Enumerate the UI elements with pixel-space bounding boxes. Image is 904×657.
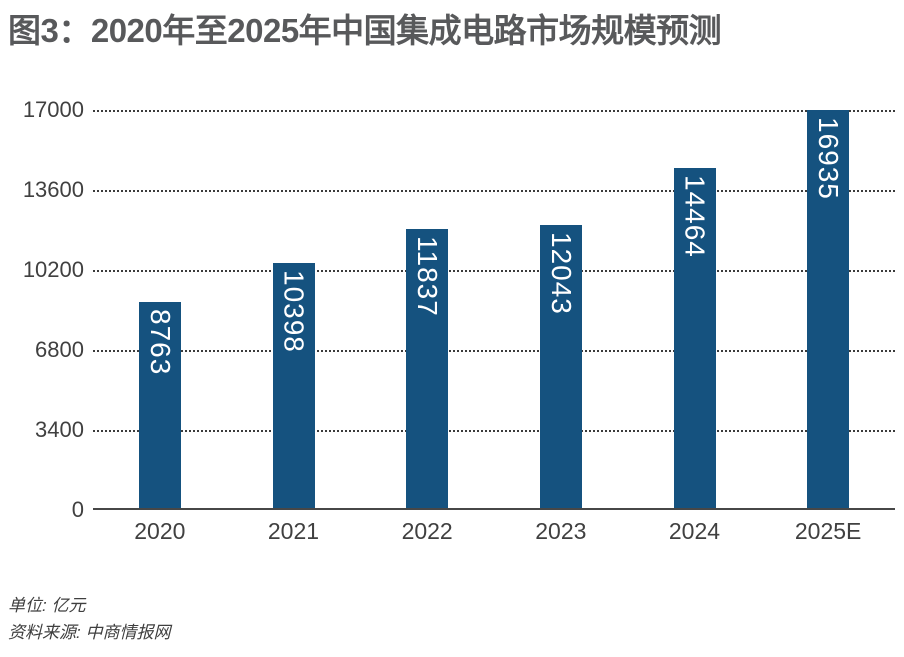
y-axis-tick-label: 6800 xyxy=(35,337,84,362)
gridline xyxy=(93,270,895,272)
gridline xyxy=(93,430,895,432)
bar-2023: 12043 xyxy=(539,224,582,508)
bar-value-label: 8763 xyxy=(144,308,176,376)
x-axis-label-2025E: 2025E xyxy=(794,518,862,544)
y-axis-tick-label: 13600 xyxy=(22,177,84,202)
bar-value-label: 14464 xyxy=(679,174,711,258)
bar-value-label: 12043 xyxy=(545,231,577,315)
x-axis-label-2020: 2020 xyxy=(134,518,186,544)
bar-value-label: 16935 xyxy=(813,116,845,200)
bar-value-label: 10398 xyxy=(278,270,310,354)
source-note: 资料来源: 中商情报网 xyxy=(8,623,171,642)
bar-2021: 10398 xyxy=(272,263,315,508)
y-axis-tick-label: 10200 xyxy=(22,257,84,282)
bar-2020: 8763 xyxy=(138,301,181,508)
bar-2025E: 16935 xyxy=(807,109,850,508)
gridline xyxy=(93,110,895,112)
figure-footnotes: 单位: 亿元 资料来源: 中商情报网 xyxy=(8,592,170,646)
plot-area: 8763 10398 11837 12043 14464 16935 xyxy=(93,109,895,510)
gridline xyxy=(93,350,895,352)
y-axis: 0 3400 6800 10200 13600 17000 xyxy=(0,97,84,522)
x-axis-label-2023: 2023 xyxy=(535,518,587,544)
x-axis-label-2021: 2021 xyxy=(267,518,320,544)
bar-value-label: 11837 xyxy=(412,236,444,318)
x-axis: 2020 2021 2022 2023 2024 2025E xyxy=(93,518,895,550)
bar-2024: 14464 xyxy=(673,167,716,508)
figure-title: 图3：2020年至2025年中国集成电路市场规模预测 xyxy=(8,12,722,49)
bar-2022: 11837 xyxy=(406,229,449,508)
y-axis-tick-label: 17000 xyxy=(22,97,84,122)
y-axis-tick-label: 0 xyxy=(71,497,84,522)
x-axis-label-2024: 2024 xyxy=(668,518,721,544)
y-axis-tick-label: 3400 xyxy=(35,417,84,442)
x-axis-label-2022: 2022 xyxy=(401,518,453,544)
unit-note: 单位: 亿元 xyxy=(8,596,86,615)
gridline xyxy=(93,190,895,192)
